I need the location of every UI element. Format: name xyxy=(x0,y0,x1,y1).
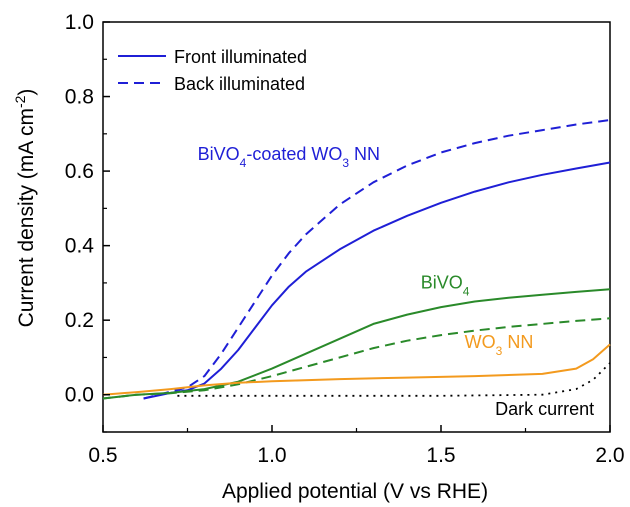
annotation-text: BiVO xyxy=(421,273,463,293)
annotation-bivo4: BiVO4 xyxy=(421,273,470,299)
annotation-subscript: 4 xyxy=(463,285,470,299)
annotation-text: NN xyxy=(502,332,533,352)
x-axis-label: Applied potential (V vs RHE) xyxy=(222,480,488,503)
y-tick-label: 0.0 xyxy=(65,384,94,407)
annotation-dark: Dark current xyxy=(495,399,594,419)
annotation-wo3: WO3 NN xyxy=(465,332,534,358)
series-layer xyxy=(102,119,611,400)
y-tick-label: 0.4 xyxy=(65,235,95,258)
series-line-dark-current xyxy=(177,362,611,397)
annotation-subscript: 3 xyxy=(496,344,503,358)
annotation-subscript: 3 xyxy=(342,156,349,170)
series-line-bivo4-back xyxy=(102,317,611,400)
annotation-text: -coated WO xyxy=(246,144,342,164)
axes-layer: 0.5 1.0 1.5 2.0 0.0 0.2 0.4 0.6 0.8 1.0 xyxy=(65,11,625,467)
y-tick-label: 0.6 xyxy=(65,160,94,183)
legend-label: Back illuminated xyxy=(174,74,305,94)
y-tick-label: 0.8 xyxy=(65,86,94,109)
series-line-wo3-front xyxy=(102,343,611,396)
annotation-text: WO xyxy=(465,332,496,352)
annotation-text: NN xyxy=(349,144,380,164)
annotation-text: BiVO xyxy=(198,144,240,164)
annotation-subscript: 4 xyxy=(240,156,247,170)
x-tick-label: 2.0 xyxy=(595,444,624,467)
y-axis-label: Current density (mA cm-2) xyxy=(12,89,38,328)
series-line-bivo4-wo3-back xyxy=(143,119,611,400)
annotation-bivo4-wo3: BiVO4-coated WO3 NN xyxy=(198,144,380,170)
y-tick-label: 1.0 xyxy=(65,11,94,34)
x-tick-label: 1.5 xyxy=(426,444,455,467)
series-line-bivo4-front xyxy=(102,288,611,400)
y-tick-label: 0.2 xyxy=(65,309,94,332)
legend: Front illuminated Back illuminated xyxy=(118,47,307,94)
series-line-bivo4-wo3-front xyxy=(143,161,611,400)
x-tick-label: 1.0 xyxy=(257,444,286,467)
x-tick-label: 0.5 xyxy=(88,444,117,467)
y-axis-label-sup: -2 xyxy=(12,95,28,108)
y-axis-label-end: ) xyxy=(15,89,38,96)
annotation-text: Dark current xyxy=(495,399,594,419)
legend-label: Front illuminated xyxy=(174,47,307,67)
y-axis-label-main: Current density (mA cm xyxy=(15,108,38,327)
